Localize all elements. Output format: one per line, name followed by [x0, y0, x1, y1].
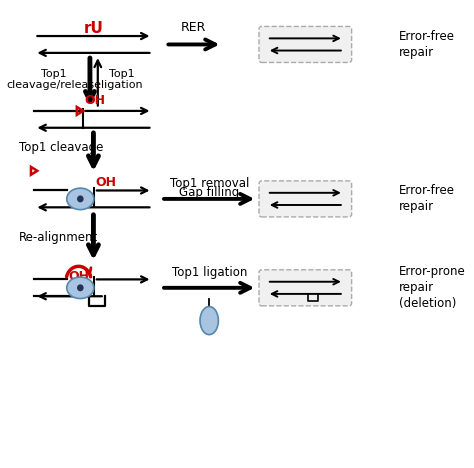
Ellipse shape [67, 188, 94, 210]
Ellipse shape [200, 307, 219, 335]
Text: Error-prone
repair
(deletion): Error-prone repair (deletion) [399, 265, 466, 310]
FancyBboxPatch shape [259, 181, 352, 217]
Text: Re-alignment: Re-alignment [19, 231, 99, 244]
Text: OH: OH [85, 94, 106, 107]
Text: Gap filling: Gap filling [179, 186, 239, 199]
Text: Top1 ligation: Top1 ligation [172, 266, 247, 279]
Text: rU: rU [83, 21, 103, 36]
FancyBboxPatch shape [259, 270, 352, 306]
Text: Error-free
repair: Error-free repair [399, 184, 455, 213]
Text: Top1 cleavage: Top1 cleavage [19, 141, 103, 154]
Text: Top1 removal: Top1 removal [170, 177, 249, 190]
Ellipse shape [67, 277, 94, 299]
Text: RER: RER [181, 21, 207, 34]
Text: Error-free
repair: Error-free repair [399, 30, 455, 59]
Text: OH: OH [95, 176, 117, 189]
Text: OH: OH [69, 270, 90, 283]
Text: Top1
cleavage/release: Top1 cleavage/release [7, 69, 101, 90]
FancyBboxPatch shape [259, 26, 352, 62]
Circle shape [78, 285, 83, 291]
Text: Top1
ligation: Top1 ligation [101, 69, 143, 90]
Circle shape [78, 196, 83, 202]
